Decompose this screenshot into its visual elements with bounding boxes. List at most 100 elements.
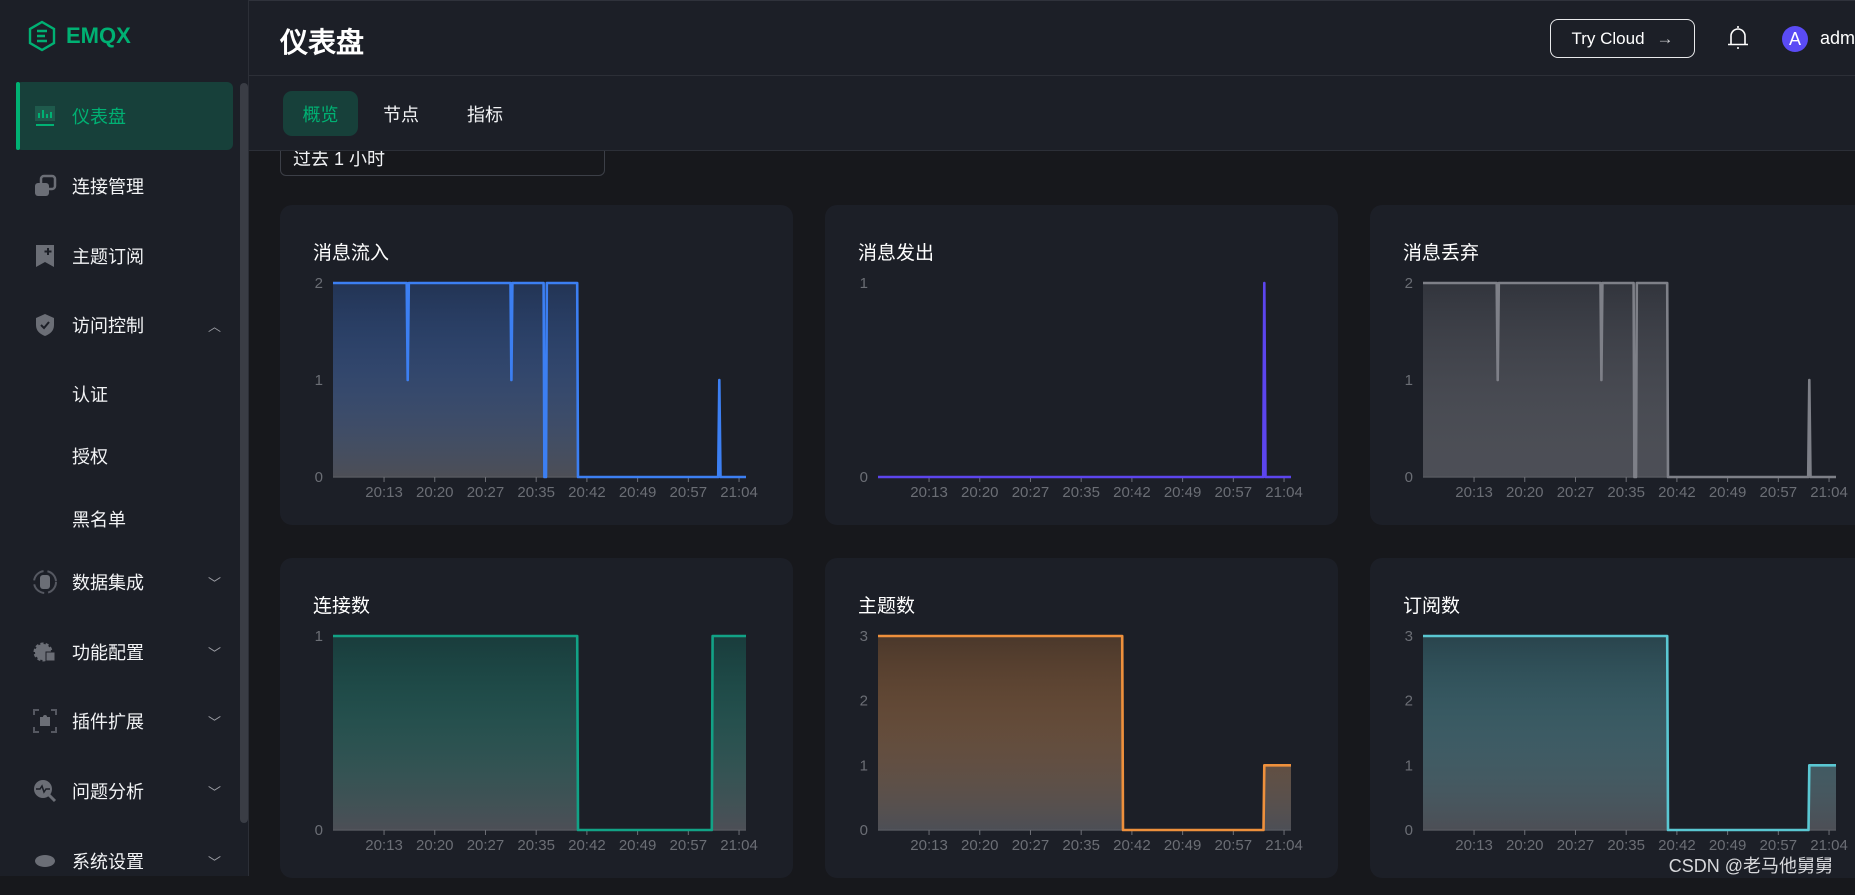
bell-icon[interactable] (1727, 25, 1749, 51)
y-tick-label: 2 (1405, 693, 1413, 710)
x-tick-label: 20:42 (568, 837, 606, 854)
x-tick-label: 20:20 (416, 484, 454, 501)
y-tick-label: 1 (860, 275, 868, 292)
x-tick-label: 20:27 (1012, 484, 1050, 501)
x-tick-label: 20:57 (1760, 484, 1798, 501)
y-tick-label: 2 (860, 693, 868, 710)
avatar[interactable]: A (1782, 26, 1808, 52)
tabs-bar: 概览 节点 指标 (249, 76, 1855, 151)
x-tick-label: 20:13 (1455, 484, 1493, 501)
try-cloud-button[interactable]: Try Cloud → (1550, 19, 1695, 58)
y-tick-label: 3 (1405, 628, 1413, 645)
sidebar-subitem-blacklist[interactable]: 黑名单 (72, 506, 126, 532)
x-tick-label: 20:13 (365, 484, 403, 501)
sidebar-item-data-integration[interactable]: 数据集成 ﹀ (16, 548, 233, 616)
tab-nodes[interactable]: 节点 (371, 91, 431, 136)
sidebar-item-dashboard[interactable]: 仪表盘 (16, 82, 233, 150)
x-tick-label: 20:27 (467, 484, 505, 501)
x-tick-label: 20:42 (1658, 837, 1696, 854)
sidebar-item-label: 访问控制 (72, 312, 144, 338)
x-tick-label: 21:04 (1810, 837, 1848, 854)
sidebar-item-label: 主题订阅 (72, 243, 144, 269)
y-tick-label: 0 (315, 822, 323, 839)
x-tick-label: 20:57 (670, 484, 708, 501)
sidebar-item-access-control[interactable]: 访问控制 ︿ (16, 291, 233, 359)
x-tick-label: 20:57 (1215, 484, 1253, 501)
sidebar-item-configuration[interactable]: 功能配置 ﹀ (16, 618, 233, 686)
x-tick-label: 20:13 (910, 484, 948, 501)
sidebar-subitem-authorization[interactable]: 授权 (72, 443, 108, 469)
y-tick-label: 2 (1405, 275, 1413, 292)
sidebar-subitem-authentication[interactable]: 认证 (72, 381, 108, 407)
sidebar-item-plugins[interactable]: 插件扩展 ﹀ (16, 687, 233, 755)
x-tick-label: 20:57 (670, 837, 708, 854)
y-tick-label: 1 (1405, 757, 1413, 774)
brand-name: EMQX (66, 23, 131, 49)
x-tick-label: 20:49 (619, 837, 657, 854)
tab-metrics[interactable]: 指标 (455, 91, 515, 136)
x-tick-label: 20:49 (1709, 484, 1747, 501)
x-tick-label: 20:20 (1506, 484, 1544, 501)
sidebar-item-diagnose[interactable]: 问题分析 ﹀ (16, 757, 233, 825)
x-tick-label: 20:35 (1062, 484, 1100, 501)
database-icon (32, 569, 58, 595)
x-tick-label: 20:49 (619, 484, 657, 501)
y-tick-label: 0 (315, 469, 323, 486)
sidebar-item-label: 连接管理 (72, 173, 144, 199)
x-tick-label: 21:04 (720, 837, 758, 854)
series-area (333, 636, 746, 830)
emqx-logo-icon (28, 20, 56, 52)
y-tick-label: 2 (315, 275, 323, 292)
time-range-value: 过去 1 小时 (293, 149, 385, 169)
x-tick-label: 21:04 (1810, 484, 1848, 501)
sidebar-item-label: 问题分析 (72, 778, 144, 804)
watermark: CSDN @老马他舅舅 (1669, 857, 1833, 875)
x-tick-label: 20:20 (961, 484, 999, 501)
username[interactable]: admin (1820, 28, 1855, 49)
x-tick-label: 20:20 (1506, 837, 1544, 854)
x-tick-label: 20:35 (517, 837, 555, 854)
chevron-up-icon: ︿ (208, 316, 221, 335)
y-tick-label: 1 (1405, 372, 1413, 389)
x-tick-label: 21:04 (1265, 484, 1303, 501)
top-header: 仪表盘 Try Cloud → A admin (249, 0, 1855, 76)
gear-icon (32, 639, 58, 665)
sidebar-item-label: 功能配置 (72, 639, 144, 665)
x-tick-label: 21:04 (1265, 837, 1303, 854)
y-tick-label: 0 (860, 469, 868, 486)
x-tick-label: 20:13 (1455, 837, 1493, 854)
diagnose-icon (32, 778, 58, 804)
sidebar-item-system-settings[interactable]: 系统设置 ﹀ (16, 827, 233, 895)
puzzle-icon (32, 708, 58, 734)
y-tick-label: 3 (860, 628, 868, 645)
tab-overview[interactable]: 概览 (283, 91, 358, 136)
series-area (1423, 283, 1836, 477)
sidebar-item-label: 数据集成 (72, 569, 144, 595)
dashboard-icon (32, 103, 58, 129)
sidebar-item-label: 插件扩展 (72, 708, 144, 734)
logo[interactable]: EMQX (28, 20, 131, 52)
sidebar-item-connections[interactable]: 连接管理 (16, 152, 233, 220)
x-tick-label: 20:35 (1607, 484, 1645, 501)
x-tick-label: 20:20 (416, 837, 454, 854)
page-title: 仪表盘 (280, 21, 364, 61)
bookmark-plus-icon (32, 243, 58, 269)
x-tick-label: 20:13 (365, 837, 403, 854)
chevron-down-icon: ﹀ (208, 712, 221, 731)
sidebar-item-label: 仪表盘 (72, 103, 126, 129)
y-tick-label: 1 (315, 628, 323, 645)
x-tick-label: 20:42 (1113, 837, 1151, 854)
sidebar-scrollbar[interactable] (240, 83, 248, 823)
x-tick-label: 20:27 (1557, 484, 1595, 501)
sidebar-item-subscriptions[interactable]: 主题订阅 (16, 222, 233, 290)
y-tick-label: 1 (860, 757, 868, 774)
